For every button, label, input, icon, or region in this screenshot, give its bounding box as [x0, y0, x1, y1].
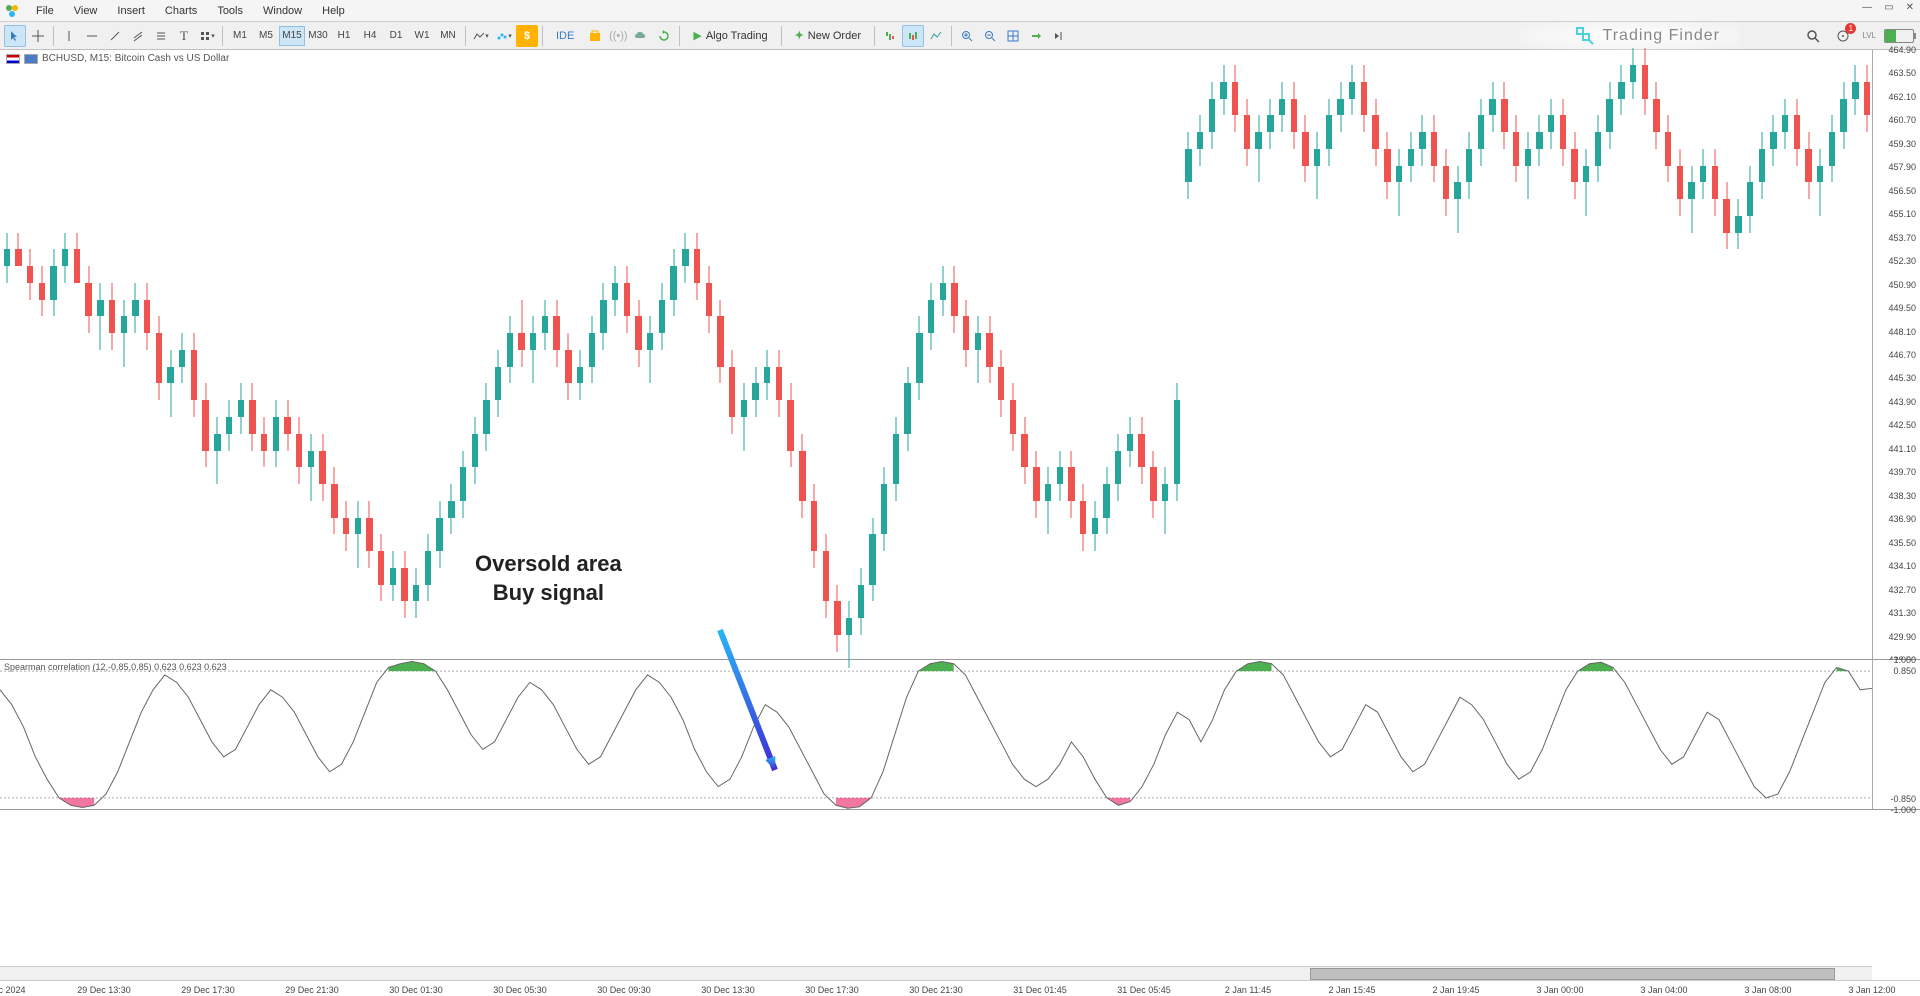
menu-insert[interactable]: Insert	[107, 3, 155, 19]
trendline-tool[interactable]	[104, 25, 126, 47]
timeframe-w1[interactable]: W1	[409, 26, 435, 46]
notification-icon[interactable]: 1	[1832, 25, 1854, 47]
zoom-in-icon[interactable]	[956, 25, 978, 47]
menu-window[interactable]: Window	[253, 3, 312, 19]
hline-tool[interactable]	[81, 25, 103, 47]
menu-file[interactable]: File	[26, 3, 64, 19]
cloud-icon[interactable]	[630, 25, 652, 47]
annotation-line1: Oversold area	[475, 550, 622, 579]
app-icon	[4, 3, 20, 19]
search-icon[interactable]	[1802, 25, 1824, 47]
brand-logo-icon	[1575, 26, 1595, 46]
line-chart-icon[interactable]	[925, 25, 947, 47]
timeframe-m15[interactable]: M15	[279, 26, 305, 46]
indicators-dropdown[interactable]: ▾	[493, 25, 515, 47]
annotation-line2: Buy signal	[475, 579, 622, 608]
timeframe-m30[interactable]: M30	[305, 26, 331, 46]
shift-icon[interactable]	[1025, 25, 1047, 47]
ide-button[interactable]: IDE	[547, 25, 583, 47]
market-icon[interactable]	[584, 25, 606, 47]
channel-tool[interactable]	[127, 25, 149, 47]
crosshair-tool[interactable]	[27, 25, 49, 47]
menu-help[interactable]: Help	[312, 3, 355, 19]
brand-logo-area: Trading Finder	[1575, 22, 1720, 50]
depth-icon[interactable]	[879, 25, 901, 47]
lvl-label: LVL	[1862, 32, 1876, 40]
timeframe-d1[interactable]: D1	[383, 26, 409, 46]
candle-chart-icon[interactable]	[902, 25, 924, 47]
vline-tool[interactable]	[58, 25, 80, 47]
scroll-end-icon[interactable]	[1048, 25, 1070, 47]
window-controls: — ▭ ✕	[1860, 2, 1916, 13]
timeframe-h4[interactable]: H4	[357, 26, 383, 46]
fib-tool[interactable]	[150, 25, 172, 47]
new-order-button[interactable]: ✦New Order	[786, 25, 870, 47]
menu-tools[interactable]: Tools	[207, 3, 253, 19]
timeframe-m5[interactable]: M5	[253, 26, 279, 46]
maximize-button[interactable]: ▭	[1882, 2, 1895, 13]
signal-icon[interactable]: ((•))	[607, 25, 629, 47]
chart-area: BCHUSD, M15: Bitcoin Cash vs US Dollar 4…	[0, 50, 1920, 996]
annotation-arrow	[0, 50, 1920, 996]
close-button[interactable]: ✕	[1904, 2, 1916, 13]
minimize-button[interactable]: —	[1860, 2, 1874, 13]
grid-icon[interactable]	[1002, 25, 1024, 47]
menu-view[interactable]: View	[64, 3, 108, 19]
chart-type-dropdown[interactable]: ▾	[470, 25, 492, 47]
timeframe-mn[interactable]: MN	[435, 26, 461, 46]
timeframe-h1[interactable]: H1	[331, 26, 357, 46]
cursor-tool[interactable]	[4, 25, 26, 47]
algo-trading-button[interactable]: ▶Algo Trading	[684, 25, 776, 47]
dollar-icon[interactable]: $	[516, 25, 538, 47]
zoom-out-icon[interactable]	[979, 25, 1001, 47]
menu-charts[interactable]: Charts	[155, 3, 207, 19]
new-order-label: New Order	[808, 30, 861, 42]
timeframe-m1[interactable]: M1	[227, 26, 253, 46]
text-tool[interactable]: T	[173, 25, 195, 47]
notification-badge: 1	[1845, 23, 1856, 34]
annotation-text: Oversold area Buy signal	[475, 550, 622, 607]
menu-bar: FileViewInsertChartsToolsWindowHelp — ▭ …	[0, 0, 1920, 22]
algo-trading-label: Algo Trading	[706, 30, 768, 42]
battery-indicator	[1884, 29, 1914, 43]
objects-tool[interactable]: ▾	[196, 25, 218, 47]
brand-text: Trading Finder	[1603, 27, 1720, 45]
refresh-icon[interactable]	[653, 25, 675, 47]
toolbar: T ▾ M1M5M15M30H1H4D1W1MN ▾ ▾ $ IDE ((•))…	[0, 22, 1920, 50]
